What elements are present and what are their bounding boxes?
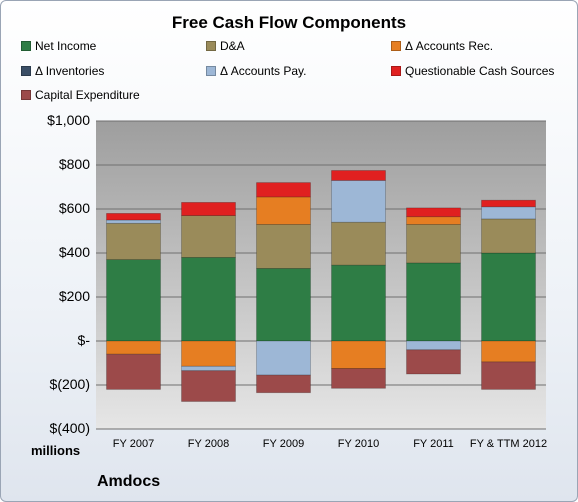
bar-segment	[481, 252, 536, 342]
legend-item-net-income: Net Income	[21, 39, 96, 53]
bar-segment	[256, 182, 311, 198]
bar-segment	[181, 215, 236, 258]
bar-segment	[181, 370, 236, 402]
bar-segment	[481, 340, 536, 363]
y-tick-label: $600	[58, 200, 90, 216]
legend-swatch	[206, 66, 216, 76]
bar-segment	[331, 221, 386, 266]
bar-segment	[256, 340, 311, 376]
y-tick-label: $200	[58, 288, 90, 304]
bar-segment	[256, 267, 311, 342]
legend-swatch	[21, 90, 31, 100]
y-tick-label: $1,000	[47, 112, 90, 128]
bar-segment	[406, 216, 461, 225]
bar-segment	[481, 218, 536, 254]
y-tick-label: $(200)	[49, 376, 90, 392]
legend-item-da: D&A	[206, 39, 245, 53]
bar-segment	[181, 365, 236, 372]
bar-segment	[106, 353, 161, 390]
bar-segment	[331, 340, 386, 369]
bar-segment	[481, 199, 536, 208]
legend-label: Δ Inventories	[35, 64, 105, 78]
bar-segment	[331, 368, 386, 389]
legend-label: Δ Accounts Pay.	[220, 64, 307, 78]
legend-swatch	[21, 41, 31, 51]
bar-segment	[181, 340, 236, 367]
legend-label: Δ Accounts Rec.	[405, 39, 494, 53]
legend-item-questionable-cash: Questionable Cash Sources	[391, 64, 554, 78]
bar-segment	[106, 259, 161, 342]
legend-swatch	[391, 41, 401, 51]
x-tick-label: FY 2009	[262, 438, 305, 450]
bar-segment	[106, 222, 161, 261]
bar-segment	[406, 223, 461, 264]
bar-segment	[256, 196, 311, 225]
legend-label: Net Income	[35, 39, 97, 53]
y-tick-label: $(400)	[49, 420, 90, 436]
plot-background	[96, 121, 546, 429]
x-tick-label: FY 2007	[112, 438, 155, 450]
y-tick-label: $400	[58, 244, 90, 260]
bar-segment	[481, 206, 536, 220]
bar-segment	[256, 374, 311, 394]
legend-item-accounts-pay: Δ Accounts Pay.	[206, 64, 307, 78]
bar-segment	[106, 212, 161, 221]
bar-segment	[106, 219, 161, 224]
bar-segment	[331, 170, 386, 181]
legend-swatch	[391, 66, 401, 76]
x-tick-label: FY 2011	[413, 438, 454, 450]
legend-swatch	[21, 66, 31, 76]
bar-segment	[481, 361, 536, 390]
legend-item-accounts-rec: Δ Accounts Rec.	[391, 39, 493, 53]
y-tick-label: $800	[58, 156, 90, 172]
bar-segment	[406, 349, 461, 375]
x-tick-label: FY & TTM 2012	[469, 438, 548, 450]
units-label: millions	[31, 443, 81, 458]
bar-segment	[406, 340, 461, 351]
bar-segment	[406, 262, 461, 342]
legend-item-capex: Capital Expenditure	[21, 88, 140, 102]
bar-segment	[406, 207, 461, 218]
bar-segment	[331, 179, 386, 223]
chart-title: Free Cash Flow Components	[171, 13, 407, 32]
legend-label: Questionable Cash Sources	[405, 64, 555, 78]
y-tick-label: $-	[77, 332, 90, 348]
legend-label: Capital Expenditure	[35, 88, 140, 102]
company-label: Amdocs	[97, 473, 161, 490]
bar-segment	[331, 264, 386, 342]
legend-label: D&A	[220, 39, 245, 53]
x-tick-label: FY 2008	[187, 438, 230, 450]
legend-swatch	[206, 41, 216, 51]
bar-segment	[181, 256, 236, 342]
bar-segment	[181, 201, 236, 216]
bar-segment	[106, 340, 161, 355]
legend-item-inventories: Δ Inventories	[21, 64, 104, 78]
bar-segment	[256, 223, 311, 269]
x-tick-label: FY 2010	[337, 438, 380, 450]
